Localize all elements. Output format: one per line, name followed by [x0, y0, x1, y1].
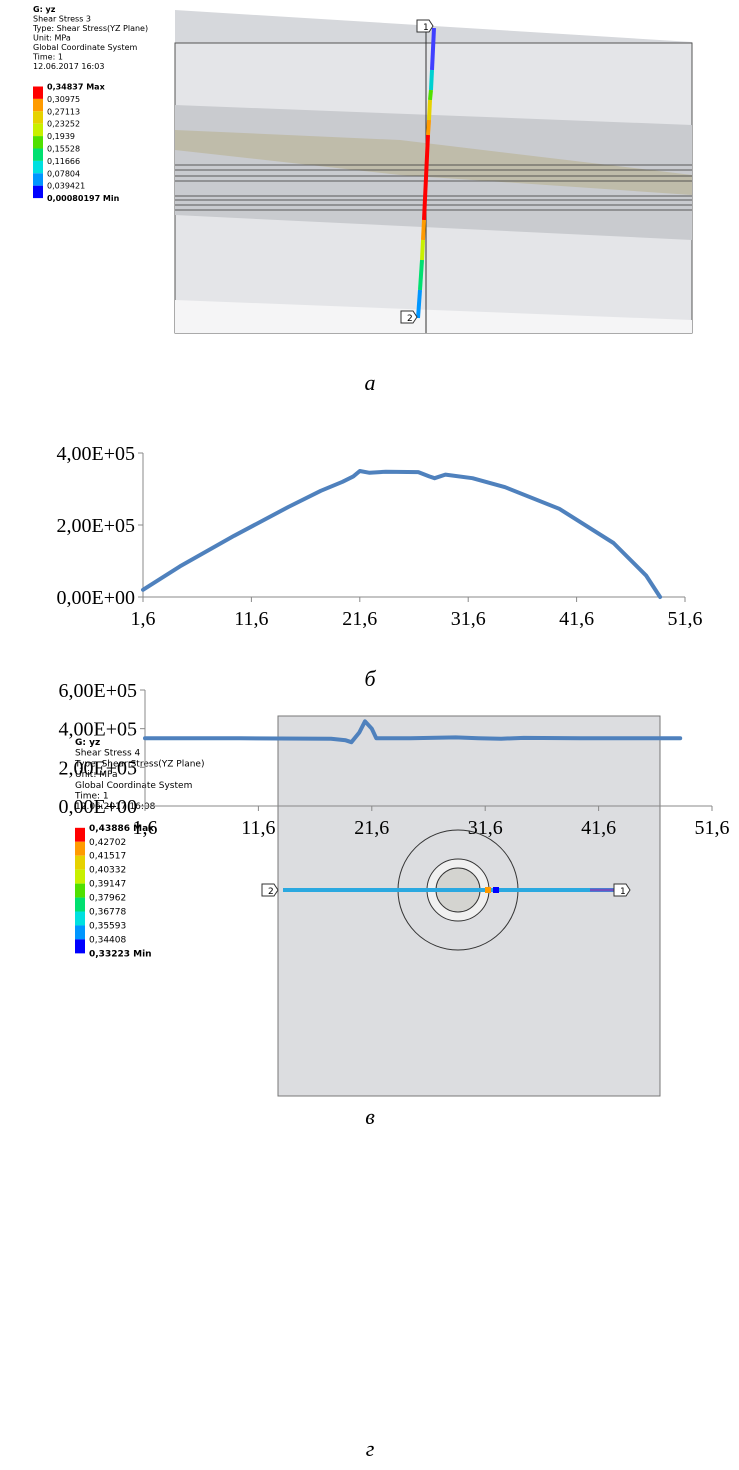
y-tick-label: 4,00E+05: [57, 443, 136, 465]
legend-value: 0,33223 Min: [89, 949, 152, 959]
x-tick-label: 31,6: [451, 608, 486, 630]
legend-swatch: [33, 161, 43, 173]
probe-label: 1: [423, 23, 429, 33]
legend-value: 0,07804: [47, 169, 80, 178]
y-tick-label: 0,00E+00: [59, 796, 138, 818]
model-v: [262, 716, 660, 1096]
y-tick-label: 4,00E+05: [59, 719, 138, 741]
legend-info: Global Coordinate System: [33, 43, 138, 52]
y-tick-label: 2,00E+05: [59, 757, 138, 779]
legend-value: 0,34408: [89, 935, 126, 945]
legend-value: 0,34837 Max: [47, 83, 106, 92]
legend-swatch: [33, 173, 43, 185]
y-tick-label: 2,00E+05: [57, 515, 136, 537]
x-tick-label: 1,6: [133, 817, 158, 839]
x-tick-label: 41,6: [559, 608, 594, 630]
legend-info: Global Coordinate System: [75, 781, 192, 791]
x-tick-label: 21,6: [342, 608, 377, 630]
probe-label: 2: [407, 314, 413, 324]
legend-swatch: [33, 111, 43, 123]
legend-swatch: [33, 99, 43, 111]
legend-info: Unit: MPa: [33, 34, 71, 43]
x-tick-label: 51,6: [668, 608, 703, 630]
legend-value: 0,42702: [89, 838, 126, 848]
legend-value: 0,00080197 Min: [47, 194, 120, 203]
legend-value: 0,1939: [47, 132, 75, 141]
legend-swatch: [75, 856, 85, 870]
probe-label: 2: [268, 887, 274, 897]
caption: б: [364, 666, 376, 691]
legend-value: 0,40332: [89, 866, 126, 876]
legend-swatch: [33, 87, 43, 99]
legend-value: 0,37962: [89, 894, 126, 904]
data-line: [143, 471, 660, 597]
legend-info: Shear Stress 3: [33, 15, 91, 24]
legend-info: Type: Shear Stress(YZ Plane): [32, 24, 148, 33]
legend-value: 0,23252: [47, 120, 80, 129]
page: G: yzShear Stress 3Type: Shear Stress(YZ…: [0, 0, 739, 1470]
x-tick-label: 11,6: [234, 608, 268, 630]
x-tick-label: 1,6: [131, 608, 156, 630]
figure: G: yzShear Stress 3Type: Shear Stress(YZ…: [0, 0, 739, 1470]
x-tick-label: 11,6: [241, 817, 275, 839]
legend-swatch: [75, 939, 85, 953]
legend-swatch: [75, 884, 85, 898]
legend-value: 0,039421: [47, 182, 85, 191]
legend-swatch: [75, 870, 85, 884]
legend-swatch: [75, 925, 85, 939]
legend-value: 0,30975: [47, 95, 80, 104]
legend-title: G: yz: [33, 5, 56, 14]
legend-swatch: [75, 842, 85, 856]
legend-swatch: [75, 912, 85, 926]
legend-value: 0,39147: [89, 880, 126, 890]
y-tick-label: 6,00E+05: [59, 680, 138, 702]
y-tick-label: 0,00E+00: [57, 587, 136, 609]
legend-info: Time: 1: [32, 53, 63, 62]
caption: в: [365, 1104, 375, 1129]
legend-info: 12.06.2017 16:03: [33, 62, 104, 71]
x-tick-label: 31,6: [468, 817, 503, 839]
caption: а: [365, 370, 376, 395]
legend-value: 0,35593: [89, 921, 126, 931]
legend-value: 0,11666: [47, 157, 80, 166]
legend-swatch: [75, 898, 85, 912]
x-tick-label: 41,6: [581, 817, 616, 839]
legend-value: 0,15528: [47, 145, 80, 154]
x-tick-label: 51,6: [695, 817, 730, 839]
probe-label: 1: [620, 887, 626, 897]
caption: г: [366, 1436, 375, 1461]
legend-swatch: [33, 136, 43, 148]
legend-swatch: [75, 828, 85, 842]
legend-swatch: [33, 124, 43, 136]
legend-value: 0,41517: [89, 852, 126, 862]
legend-value: 0,27113: [47, 107, 80, 116]
model-a: [175, 10, 692, 333]
legend-swatch: [33, 186, 43, 198]
x-tick-label: 21,6: [354, 817, 389, 839]
legend-swatch: [33, 149, 43, 161]
legend-value: 0,36778: [89, 908, 126, 918]
